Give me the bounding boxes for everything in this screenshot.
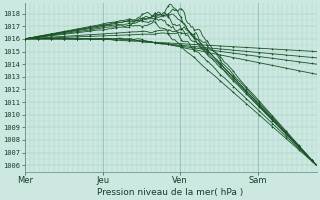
X-axis label: Pression niveau de la mer( hPa ): Pression niveau de la mer( hPa ) <box>98 188 244 197</box>
